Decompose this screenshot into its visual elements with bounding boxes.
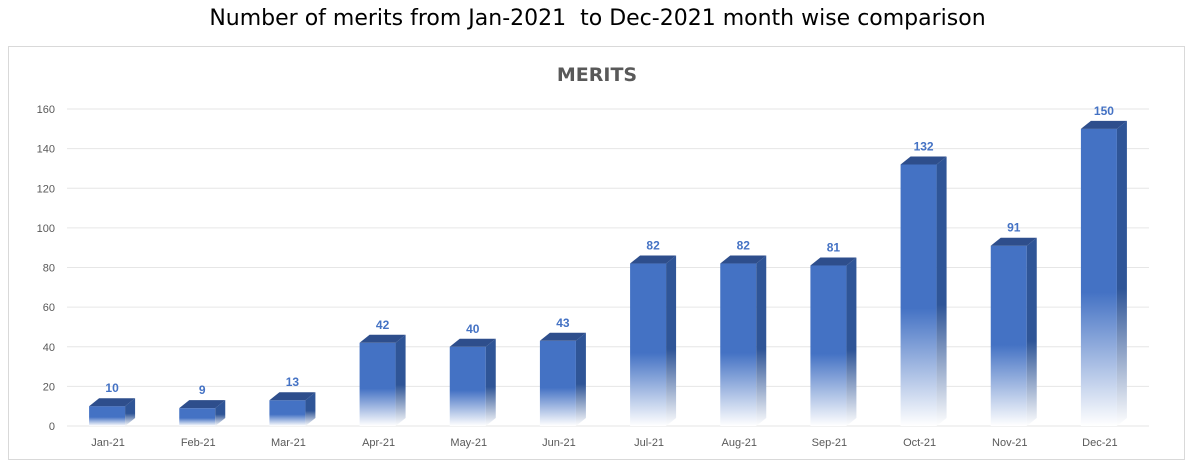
data-labels: 10 9 13 42 40 43 82 82 81 132 91 150 [105,104,1114,397]
bar [179,400,226,426]
bar [990,237,1037,426]
y-tick-label: 100 [37,223,55,235]
x-tick-label: Aug-21 [722,437,757,449]
data-label: 150 [1094,104,1114,118]
page-title: Number of merits from Jan-2021 to Dec-20… [209,6,986,31]
y-tick-label: 140 [37,144,55,156]
bar [810,257,857,426]
data-label: 42 [376,318,390,332]
bar [720,255,767,426]
bar [269,392,316,426]
x-axis-ticks: Jan-21 Feb-21 Mar-21 Apr-21 May-21 Jun-21 Jul-… [91,437,1117,449]
merits-bar-chart: MERITS 0 20 40 60 80 100 120 140 160 Jan-21 Feb-2… [37,64,1149,449]
bars [89,120,1127,426]
x-tick-label: Jun-21 [542,437,576,449]
x-tick-label: Dec-21 [1082,437,1117,449]
chart-frame: MERITS 0 20 40 60 80 100 120 140 160 Jan-21 Feb-2… [8,46,1185,460]
gridlines [67,108,1149,427]
bar [359,334,406,426]
bar [900,156,947,426]
y-tick-label: 60 [43,302,55,314]
bar [1080,120,1127,426]
bar [630,255,677,426]
x-tick-label: Oct-21 [903,437,936,449]
y-axis-ticks: 0 20 40 60 80 100 120 140 160 [37,104,55,433]
x-tick-label: Mar-21 [271,437,306,449]
data-label: 132 [914,139,934,153]
data-label: 40 [466,322,480,336]
y-tick-label: 160 [37,104,55,116]
y-tick-label: 80 [43,263,55,275]
chart-title: MERITS [557,64,637,86]
y-tick-label: 120 [37,183,55,195]
bar [539,332,586,426]
x-tick-label: Apr-21 [362,437,395,449]
x-tick-label: May-21 [450,437,487,449]
data-label: 9 [199,383,206,397]
x-tick-label: Feb-21 [181,437,216,449]
y-tick-label: 40 [43,342,55,354]
data-label: 13 [286,375,300,389]
y-tick-label: 20 [43,381,55,393]
bar [89,398,136,426]
y-tick-label: 0 [49,421,55,433]
data-label: 81 [827,241,841,255]
data-label: 91 [1007,221,1021,235]
data-label: 43 [556,316,570,330]
data-label: 10 [105,381,119,395]
x-tick-label: Jan-21 [91,437,125,449]
data-label: 82 [737,239,751,253]
x-tick-label: Jul-21 [634,437,664,449]
x-tick-label: Sep-21 [812,437,847,449]
data-label: 82 [646,239,660,253]
bar [449,338,496,426]
x-tick-label: Nov-21 [992,437,1027,449]
